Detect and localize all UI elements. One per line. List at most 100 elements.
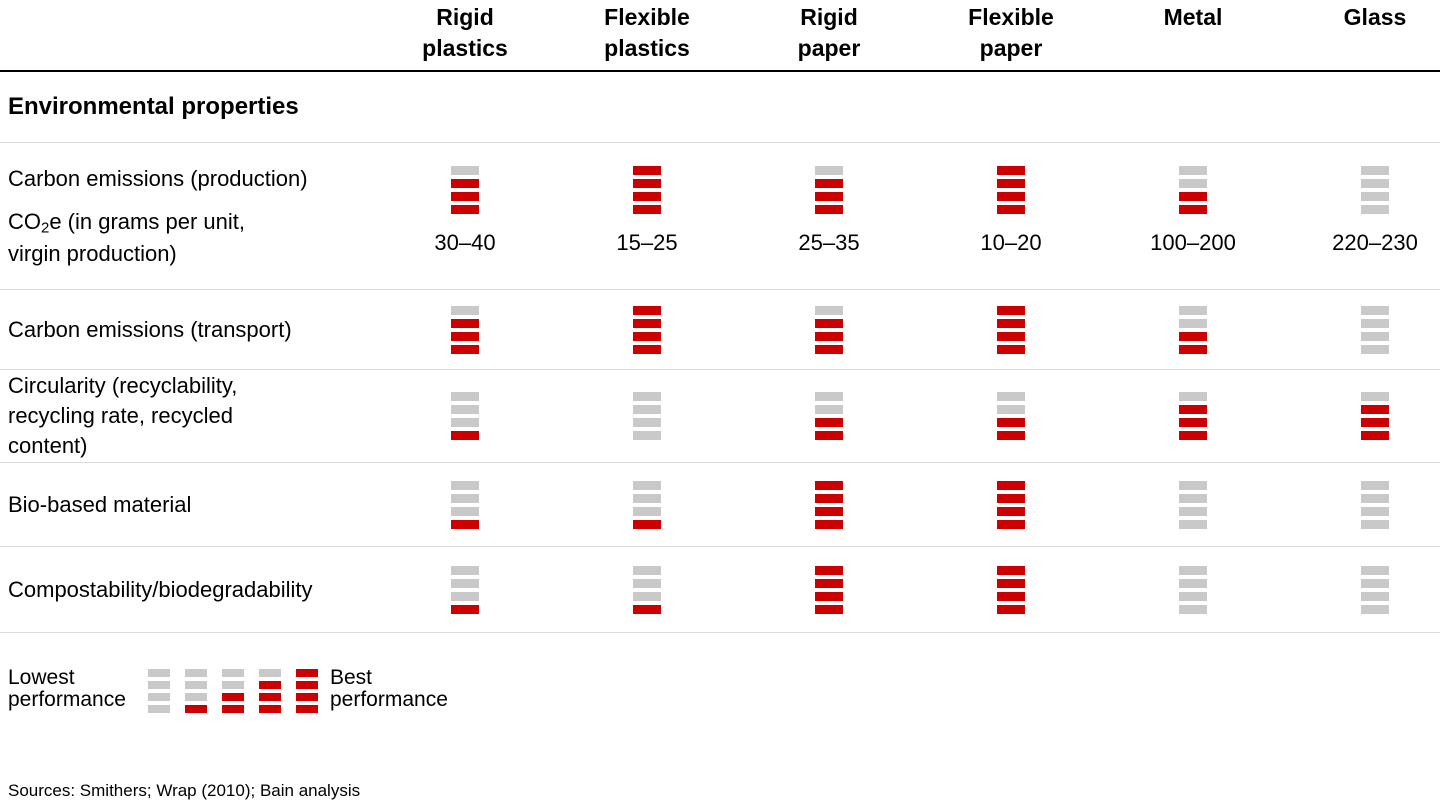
row-label: Bio-based material: [0, 463, 374, 546]
performance-rating-icon: [451, 392, 479, 440]
row-label-text-line2: recycling rate, recycled content): [8, 403, 233, 458]
row-label: Circularity (recyclability, recycling ra…: [0, 370, 374, 462]
performance-rating-icon: [296, 669, 318, 713]
rating-cell: [738, 547, 920, 632]
performance-rating-icon: [451, 565, 479, 614]
sources-note: Sources: Smithers; Wrap (2010); Bain ana…: [8, 781, 361, 800]
performance-rating-icon: [1361, 392, 1389, 440]
rating-cell: [1102, 547, 1284, 632]
row-label: Carbon emissions (production) CO2e (in g…: [0, 143, 374, 289]
performance-legend: Lowest performance Best performance: [0, 667, 1440, 713]
performance-rating-icon: [997, 392, 1025, 440]
column-header-metal: Metal: [1163, 4, 1223, 30]
performance-rating-icon: [451, 480, 479, 529]
legend-best-label: Best performance: [330, 666, 448, 711]
co2-value: 30–40: [434, 230, 496, 255]
row-label-text: Carbon emissions (transport): [8, 316, 292, 342]
row-label-text: Bio-based material: [8, 491, 192, 517]
performance-rating-icon: [997, 166, 1025, 214]
rating-cell: [374, 463, 556, 546]
column-header-row: Rigid plastics Flexible plastics Rigid p…: [0, 0, 1440, 72]
rating-cell: [1284, 370, 1440, 462]
performance-rating-icon: [633, 392, 661, 440]
rating-cell: 100–200: [1102, 143, 1284, 289]
rating-cell: [1284, 290, 1440, 369]
table-row-carbon-production: Carbon emissions (production) CO2e (in g…: [0, 143, 1440, 290]
performance-rating-icon: [451, 305, 479, 354]
table-row-compostability: Compostability/biodegradability: [0, 547, 1440, 633]
performance-rating-icon: [1361, 480, 1389, 529]
performance-rating-icon: [633, 166, 661, 214]
performance-rating-icon: [1361, 305, 1389, 354]
performance-rating-icon: [633, 480, 661, 529]
rating-cell: [738, 463, 920, 546]
performance-rating-icon: [633, 305, 661, 354]
performance-rating-icon: [815, 480, 843, 529]
column-header-glass: Glass: [1343, 4, 1407, 30]
rating-cell: [556, 370, 738, 462]
column-header-rigid-paper: Rigid paper: [797, 4, 861, 62]
header-spacer: [0, 0, 374, 70]
legend-scale-icons: [148, 667, 318, 713]
rating-cell: [374, 290, 556, 369]
performance-rating-icon: [185, 669, 207, 713]
rating-cell: [1102, 290, 1284, 369]
performance-rating-icon: [997, 565, 1025, 614]
rating-cell: [556, 463, 738, 546]
performance-rating-icon: [1179, 305, 1207, 354]
performance-rating-icon: [259, 669, 281, 713]
performance-rating-icon: [1179, 166, 1207, 214]
row-label-text: Carbon emissions (production): [8, 166, 308, 191]
rating-cell: [1284, 463, 1440, 546]
row-label-text: Compostability/biodegradability: [8, 576, 313, 602]
performance-rating-icon: [1179, 392, 1207, 440]
column-header-flexible-plastics: Flexible plastics: [604, 4, 690, 62]
performance-rating-icon: [815, 565, 843, 614]
performance-rating-icon: [1179, 565, 1207, 614]
row-sublabel: CO2e (in grams per unit, virgin producti…: [8, 208, 245, 266]
rating-cell: [920, 463, 1102, 546]
performance-rating-icon: [1361, 166, 1389, 214]
performance-rating-icon: [1361, 565, 1389, 614]
rating-cell: 220–230: [1284, 143, 1440, 289]
table-row-circularity: Circularity (recyclability, recycling ra…: [0, 370, 1440, 463]
performance-rating-icon: [815, 305, 843, 354]
performance-rating-icon: [1179, 480, 1207, 529]
performance-rating-icon: [222, 669, 244, 713]
rating-cell: 15–25: [556, 143, 738, 289]
performance-rating-icon: [451, 166, 479, 214]
rating-cell: [374, 370, 556, 462]
rating-cell: 30–40: [374, 143, 556, 289]
rating-cell: 25–35: [738, 143, 920, 289]
table-row-bio-based: Bio-based material: [0, 463, 1440, 547]
co2-value: 25–35: [798, 230, 860, 255]
legend-lowest-label: Lowest performance: [8, 666, 126, 711]
performance-rating-icon: [633, 565, 661, 614]
rating-cell: [556, 547, 738, 632]
subscript-2: 2: [41, 219, 50, 237]
rating-cell: [556, 290, 738, 369]
performance-rating-icon: [148, 669, 170, 713]
rating-cell: [1102, 463, 1284, 546]
rating-cell: [738, 370, 920, 462]
performance-rating-icon: [997, 480, 1025, 529]
rating-cell: [374, 547, 556, 632]
rating-cell: [920, 290, 1102, 369]
performance-rating-icon: [815, 392, 843, 440]
rating-cell: [738, 290, 920, 369]
column-header-flexible-paper: Flexible paper: [968, 4, 1054, 62]
performance-rating-icon: [815, 166, 843, 214]
co2-value: 10–20: [980, 230, 1042, 255]
row-label: Compostability/biodegradability: [0, 547, 374, 632]
row-label-text: Circularity (recyclability,: [8, 373, 238, 399]
section-title-text: Environmental properties: [8, 93, 299, 120]
row-label: Carbon emissions (transport): [0, 290, 374, 369]
performance-rating-icon: [997, 305, 1025, 354]
rating-cell: [1102, 370, 1284, 462]
co2-value: 15–25: [616, 230, 678, 255]
rating-cell: [1284, 547, 1440, 632]
co2-value: 100–200: [1150, 230, 1236, 255]
section-title: Environmental properties: [0, 72, 1440, 143]
rating-cell: 10–20: [920, 143, 1102, 289]
